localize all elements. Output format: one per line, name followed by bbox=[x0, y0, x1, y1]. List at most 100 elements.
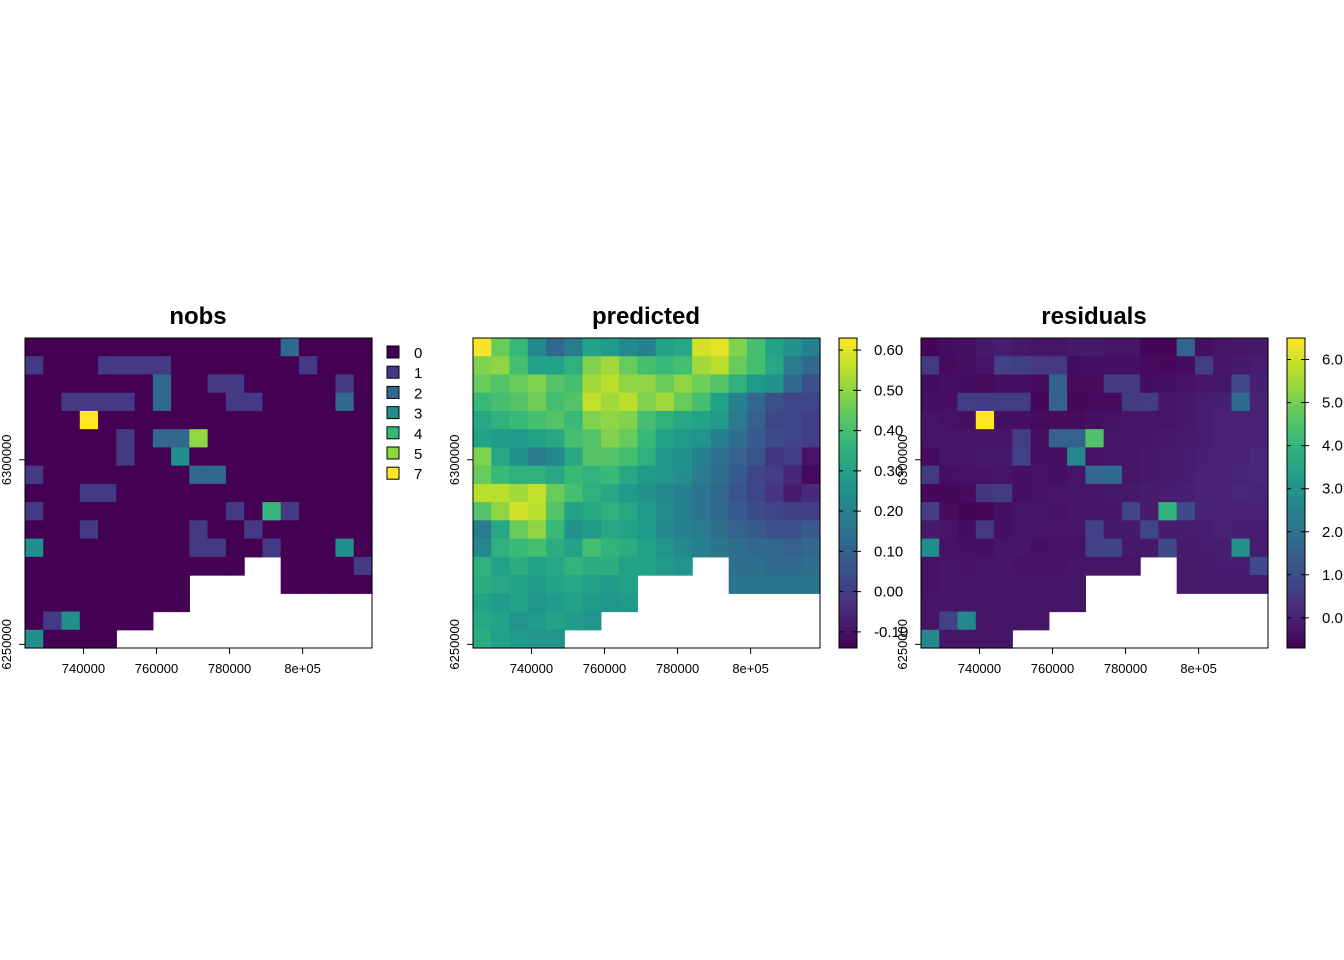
raster-cell bbox=[765, 520, 785, 540]
raster-cell bbox=[98, 556, 117, 576]
raster-cell bbox=[1085, 410, 1105, 430]
raster-cell bbox=[746, 465, 766, 485]
raster-cell bbox=[939, 629, 959, 649]
raster-cell bbox=[1012, 410, 1032, 430]
raster-cell bbox=[994, 629, 1013, 649]
raster-cell bbox=[152, 410, 172, 430]
raster-cell bbox=[546, 356, 565, 376]
raster-cell bbox=[1231, 410, 1251, 430]
raster-cell bbox=[509, 392, 529, 412]
raster-cell bbox=[582, 575, 602, 594]
raster-cell bbox=[171, 429, 190, 449]
raster-cell bbox=[25, 593, 44, 613]
raster-cell bbox=[134, 356, 154, 376]
raster-cell bbox=[939, 556, 959, 576]
raster-cell bbox=[491, 338, 511, 357]
raster-cell bbox=[939, 392, 959, 412]
raster-cell bbox=[600, 429, 620, 449]
raster-cell bbox=[527, 465, 547, 485]
raster-cell bbox=[171, 520, 190, 540]
raster-cell bbox=[79, 392, 99, 412]
raster-cell bbox=[994, 483, 1013, 503]
raster-cell bbox=[1158, 410, 1178, 430]
raster-cell bbox=[783, 338, 803, 357]
raster-cell bbox=[564, 465, 584, 485]
raster-cell bbox=[1030, 575, 1050, 594]
raster-cell bbox=[189, 483, 209, 503]
raster-cell bbox=[546, 410, 565, 430]
raster-cell bbox=[79, 483, 99, 503]
raster-cell bbox=[262, 447, 282, 467]
raster-cell bbox=[1140, 392, 1160, 412]
raster-cell bbox=[1085, 374, 1105, 394]
raster-cell bbox=[244, 538, 264, 558]
raster-cell bbox=[280, 429, 300, 449]
raster-cell bbox=[527, 502, 547, 521]
raster-cell bbox=[1030, 611, 1050, 631]
x-tick-label: 760000 bbox=[583, 661, 626, 676]
raster-cell bbox=[1067, 520, 1086, 540]
colorbar-label: 2.0 bbox=[1322, 524, 1343, 541]
raster-cell bbox=[600, 374, 620, 394]
raster-cell bbox=[98, 374, 117, 394]
raster-cell bbox=[1249, 483, 1269, 503]
raster-cell bbox=[98, 429, 117, 449]
raster-cell bbox=[564, 483, 584, 503]
raster-cell bbox=[1213, 520, 1233, 540]
raster-cell bbox=[975, 338, 995, 357]
raster-cell bbox=[1012, 502, 1032, 521]
raster-cell bbox=[1213, 374, 1233, 394]
raster-cell bbox=[1012, 338, 1032, 357]
raster-cell bbox=[939, 338, 959, 357]
raster-cell bbox=[746, 502, 766, 521]
raster-cell bbox=[801, 520, 821, 540]
raster-cell bbox=[134, 483, 154, 503]
raster-cell bbox=[1231, 465, 1251, 485]
raster-cell bbox=[298, 392, 318, 412]
raster-residuals bbox=[921, 338, 1269, 649]
raster-cell bbox=[994, 556, 1013, 576]
raster-cell bbox=[655, 429, 675, 449]
raster-cell bbox=[1249, 356, 1269, 376]
colorbar bbox=[1286, 337, 1306, 649]
raster-cell bbox=[43, 575, 63, 594]
raster-cell bbox=[491, 410, 511, 430]
raster-cell bbox=[207, 410, 227, 430]
raster-cell bbox=[710, 356, 730, 376]
raster-cell bbox=[262, 374, 282, 394]
panel-title-nobs: nobs bbox=[169, 303, 226, 330]
raster-cell bbox=[957, 483, 977, 503]
raster-cell bbox=[1030, 483, 1050, 503]
raster-cell bbox=[728, 410, 748, 430]
raster-cell bbox=[673, 374, 693, 394]
raster-cell bbox=[600, 483, 620, 503]
raster-cell bbox=[25, 556, 44, 576]
raster-cell bbox=[189, 338, 209, 357]
raster-cell bbox=[527, 447, 547, 467]
raster-cell bbox=[546, 611, 565, 631]
raster-cell bbox=[783, 556, 803, 576]
raster-cell bbox=[280, 356, 300, 376]
raster-cell bbox=[25, 338, 44, 357]
raster-cell bbox=[527, 429, 547, 449]
raster-cell bbox=[728, 429, 748, 449]
raster-cell bbox=[1194, 356, 1214, 376]
raster-cell bbox=[61, 483, 81, 503]
raster-cell bbox=[1213, 392, 1233, 412]
raster-cell bbox=[317, 465, 337, 485]
raster-cell bbox=[207, 429, 227, 449]
raster-cell bbox=[710, 338, 730, 357]
raster-cell bbox=[134, 611, 154, 631]
raster-cell bbox=[1194, 575, 1214, 594]
raster-cell bbox=[527, 520, 547, 540]
raster-cell bbox=[473, 629, 492, 649]
raster-cell bbox=[1121, 374, 1141, 394]
raster-cell bbox=[25, 374, 44, 394]
raster-cell bbox=[600, 575, 620, 594]
raster-cell bbox=[152, 502, 172, 521]
raster-cell bbox=[600, 593, 620, 613]
raster-cell bbox=[1067, 483, 1086, 503]
raster-cell bbox=[317, 483, 337, 503]
raster-cell bbox=[564, 502, 584, 521]
raster-cell bbox=[79, 429, 99, 449]
